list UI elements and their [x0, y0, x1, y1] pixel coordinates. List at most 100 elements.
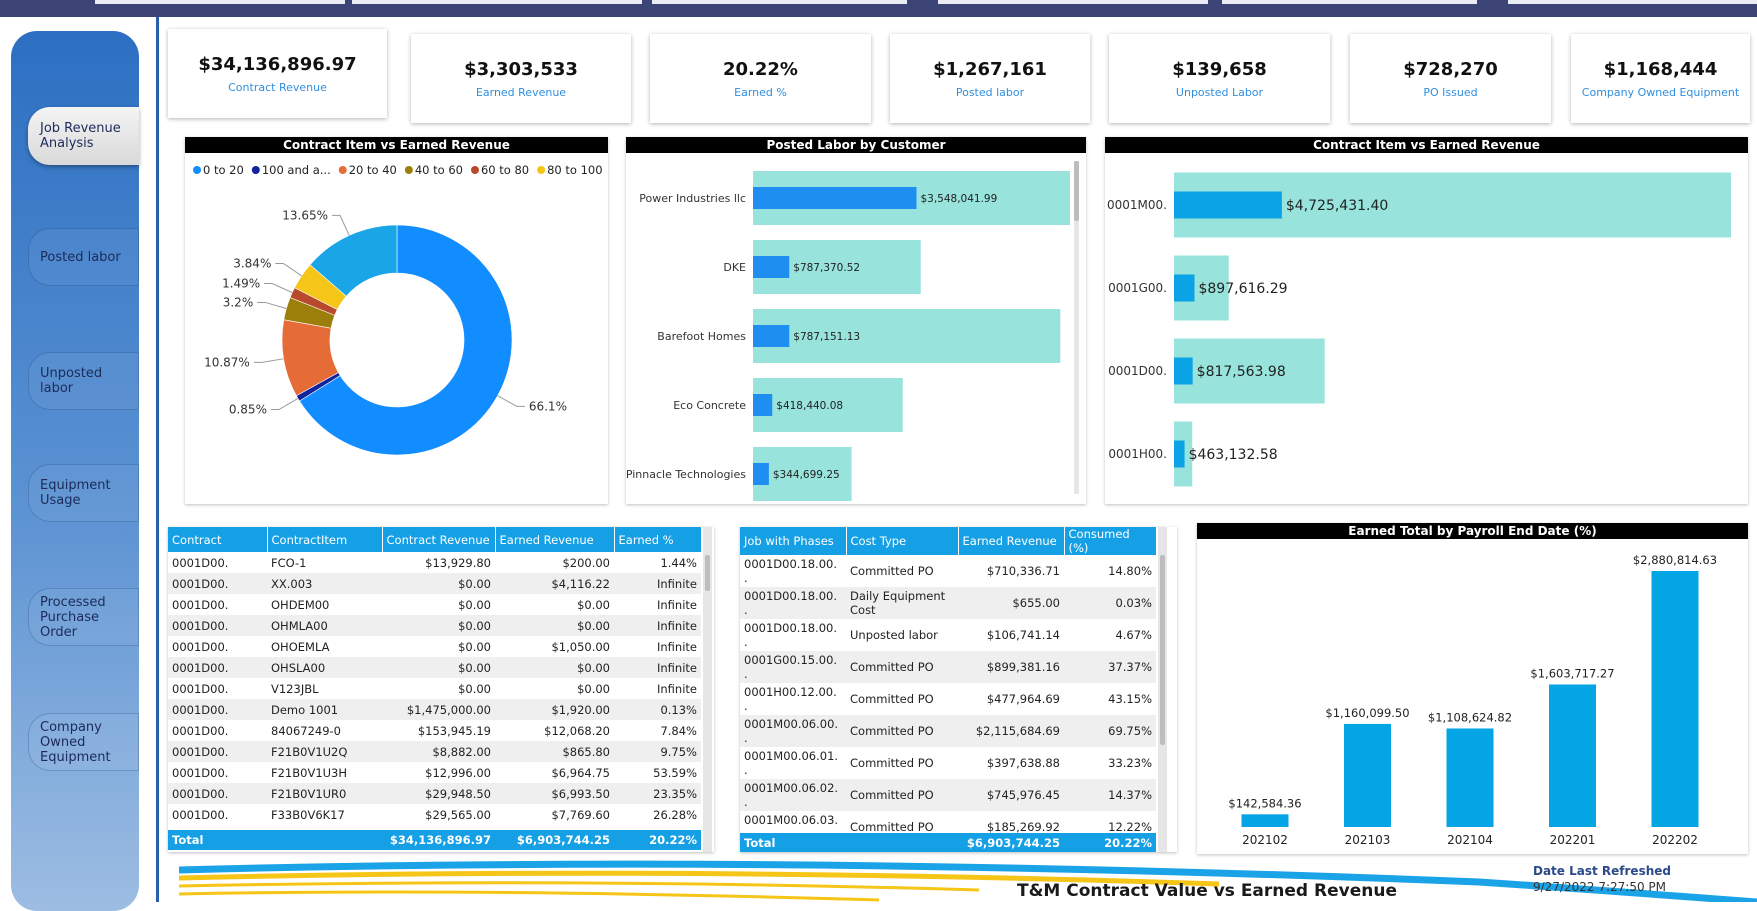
top-tab [1222, 0, 1477, 4]
kpi-label: Earned % [734, 85, 787, 99]
bar [753, 378, 903, 432]
table-cell: $13,929.80 [425, 555, 491, 570]
legend-label: 40 to 60 [415, 163, 463, 177]
table-cell: $477,964.69 [986, 692, 1060, 706]
chart-title: Posted Labor by Customer [626, 137, 1086, 153]
table-cell: Committed PO [850, 564, 934, 578]
kpi-value: $728,270 [1403, 58, 1498, 80]
nav-button[interactable]: Job Revenue Analysis [28, 107, 139, 165]
data-label: 10.87% [204, 355, 250, 369]
table-cell: $29,565.00 [425, 807, 491, 822]
kpi-label: Earned Revenue [475, 85, 567, 99]
table-cell: $185,269.92 [986, 820, 1060, 833]
table-row: 0001D00.18.00. . Daily Equipment Cost $655… [740, 587, 1156, 619]
table-cell: Infinite [657, 681, 697, 696]
data-label: 13.65% [282, 208, 328, 222]
bar [753, 256, 790, 278]
table-cell: 84067249-0 [271, 723, 341, 738]
table-cell: XX.003 [267, 573, 382, 594]
kpi-label: PO Issued [1423, 85, 1478, 99]
x-tick-label: 202104 [1447, 833, 1493, 847]
total-cell: Total [168, 830, 383, 850]
nav-button[interactable]: Posted labor [28, 228, 139, 286]
table-panel: Contract ContractItem Contract Revenue Earn… [168, 527, 714, 852]
y-tick-label: Barefoot Homes [657, 330, 746, 343]
bar [1174, 440, 1185, 468]
table-cell: FCO-1 [271, 555, 307, 570]
table-cell: Committed PO [846, 651, 958, 683]
table-row: 0001D00. OHDEM00 $0.00 $0.00 Infinite [168, 594, 701, 615]
kpi-card: $139,658 Unposted Labor [1109, 34, 1330, 123]
table-cell: 1.44% [660, 555, 697, 570]
table-cell: 9.75% [614, 741, 701, 762]
table-row: 0001D00. 84067249-0 $153,945.19 $12,068.20 7… [168, 720, 701, 741]
table-cell: 14.80% [1108, 564, 1152, 578]
kpi-value: $1,267,161 [933, 58, 1047, 80]
table-cell: 0001D00. [168, 657, 267, 678]
swoosh [179, 881, 980, 892]
leader-line [257, 301, 287, 309]
total-row: Total $6,903,744.25 20.22% [740, 833, 1157, 852]
table-cell: $6,964.75 [551, 765, 610, 780]
table-cell: $397,638.88 [986, 756, 1060, 770]
chart-panel: Earned Total by Payroll End Date (%) $142… [1197, 523, 1748, 854]
chart: $142,584.36 202102 $1,160,099.50 202103 $1,1… [1228, 553, 1717, 847]
leader-line [497, 395, 525, 407]
table-cell: 53.59% [653, 765, 697, 780]
table-cell: $0.00 [382, 573, 495, 594]
y-tick-label: 0001D00. [1108, 364, 1167, 378]
kpi-value: 20.22% [723, 58, 798, 80]
data-table: Total $34,136,896.97 $6,903,744.25 20.22% [168, 830, 702, 850]
table-row: 0001M00.06.01. . Committed PO $397,638.88 3… [740, 747, 1156, 779]
y-tick-label: 0001G00. [1108, 281, 1167, 295]
table-cell: Daily Equipment Cost [846, 587, 958, 619]
column-header: Consumed (%) [1064, 527, 1157, 555]
legend-label: 0 to 20 [203, 163, 244, 177]
table-row: 0001D00. OHSLA00 $0.00 $0.00 Infinite [168, 657, 701, 678]
table-panel: Job with Phases Cost Type Earned Revenue Co… [740, 527, 1177, 852]
bar [753, 394, 773, 416]
swoosh [179, 870, 1220, 887]
refresh-label: Date Last Refreshed [1533, 864, 1671, 878]
total-cell: 20.22% [614, 830, 702, 850]
table-cell: 0001D00. [168, 783, 267, 804]
table-cell: 26.28% [653, 807, 697, 822]
total-row: Total $34,136,896.97 $6,903,744.25 20.22% [168, 830, 702, 850]
nav-button[interactable]: Processed Purchase Order [28, 588, 139, 646]
leader-line [270, 397, 299, 411]
top-tab [95, 0, 345, 4]
column-header: Earned Revenue [958, 527, 1065, 555]
table-cell: 0001D00.18.00. . [740, 587, 846, 619]
table-row: 0001D00. V123JBL $0.00 $0.00 Infinite [168, 678, 701, 699]
table-cell: $0.00 [495, 615, 614, 636]
table-cell: 43.15% [1108, 692, 1152, 706]
nav-button[interactable]: Company Owned Equipment [28, 713, 139, 771]
table-body: 0001D00. FCO-1 $13,929.80 $200.00 1.44% 0001D… [168, 552, 714, 830]
table-cell: 69.75% [1064, 715, 1156, 747]
top-bar [0, 0, 1757, 17]
table-cell: $0.00 [577, 597, 610, 612]
legend-marker [193, 166, 201, 174]
x-tick-label: 202201 [1550, 833, 1596, 847]
table-row: 0001D00. OHOEMLA $0.00 $1,050.00 Infinite [168, 636, 701, 657]
table-cell: 0001M00.06.01. . [744, 749, 839, 777]
table-row: 0001M00.06.00. . Committed PO $2,115,684.6… [740, 715, 1156, 747]
data-label: $4,725,431.40 [1286, 198, 1388, 214]
legend-label: 20 to 40 [349, 163, 397, 177]
nav-button[interactable]: Equipment Usage [28, 464, 139, 522]
nav-button[interactable]: Unposted labor [28, 352, 139, 410]
bar [753, 309, 1061, 363]
column-header: Job with Phases [740, 527, 847, 555]
data-table: Contract ContractItem Contract Revenue Earn… [168, 527, 702, 552]
table-cell: $106,741.14 [986, 628, 1060, 642]
table-cell: 0001D00. [172, 555, 229, 570]
table-cell: Committed PO [850, 692, 934, 706]
table-cell: $865.80 [495, 741, 614, 762]
bar [753, 463, 769, 485]
table-cell: 0001D00. [172, 681, 229, 696]
table-cell: 0001D00.18.00. . [744, 621, 837, 649]
table-row: 0001M00.06.03. . Committed PO $185,269.92 1… [740, 811, 1156, 833]
table-cell: OHSLA00 [267, 657, 382, 678]
top-tab [938, 0, 1208, 4]
